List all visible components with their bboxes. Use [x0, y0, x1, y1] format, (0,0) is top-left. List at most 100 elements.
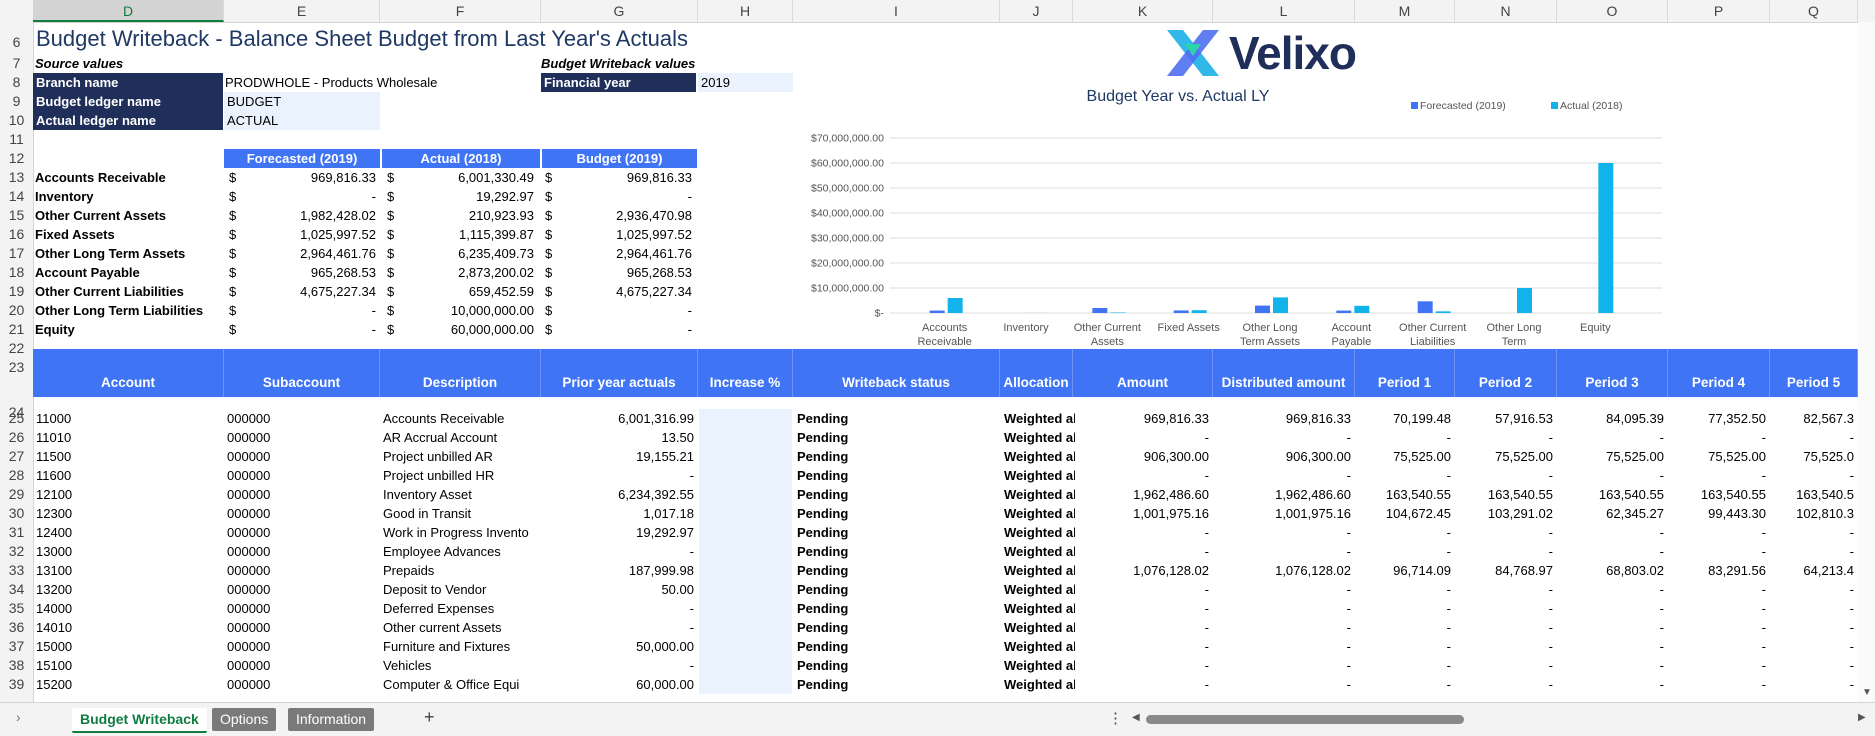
table-cell-3[interactable]: 60,000.00	[543, 675, 698, 694]
table-cell-1[interactable]: 000000	[227, 656, 381, 675]
table-cell-0[interactable]: 15000	[36, 637, 225, 656]
table-cell-11[interactable]: -	[1559, 656, 1668, 675]
table-cell-5[interactable]: Pending	[797, 599, 1002, 618]
bar-1-8[interactable]	[1598, 163, 1613, 313]
table-cell-6[interactable]: Weighted allocation	[1004, 618, 1075, 637]
table-cell-10[interactable]: -	[1457, 580, 1557, 599]
row-header-20[interactable]: 20	[0, 301, 33, 320]
column-header-I[interactable]: I	[793, 0, 1000, 22]
table-cell-8[interactable]: -	[1215, 656, 1355, 675]
table-cell-9[interactable]: -	[1357, 428, 1455, 447]
table-cell-12[interactable]: -	[1670, 580, 1770, 599]
row-header-7[interactable]: 7	[0, 54, 33, 73]
table-cell-7[interactable]: 1,001,975.16	[1075, 504, 1213, 523]
table-cell-13[interactable]: 64,213.4	[1772, 561, 1858, 580]
actual-ledger-input[interactable]: ACTUAL	[224, 111, 380, 130]
row-header-8[interactable]: 8	[0, 73, 33, 92]
row-header-22[interactable]: 22	[0, 339, 33, 358]
table-cell-6[interactable]: Weighted allocation	[1004, 504, 1075, 523]
table-header-8[interactable]: Distributed amount	[1213, 349, 1355, 397]
table-cell-9[interactable]: -	[1357, 618, 1455, 637]
table-cell-11[interactable]: -	[1559, 428, 1668, 447]
table-cell-10[interactable]: -	[1457, 637, 1557, 656]
row-header-37[interactable]: 37	[0, 637, 33, 656]
table-cell-4[interactable]	[699, 656, 792, 675]
table-cell-10[interactable]: -	[1457, 618, 1557, 637]
table-cell-8[interactable]: 1,001,975.16	[1215, 504, 1355, 523]
row-header-27[interactable]: 27	[0, 447, 33, 466]
table-cell-0[interactable]: 11500	[36, 447, 225, 466]
table-cell-4[interactable]	[699, 466, 792, 485]
table-cell-5[interactable]: Pending	[797, 428, 1002, 447]
table-cell-0[interactable]: 12400	[36, 523, 225, 542]
table-cell-10[interactable]: -	[1457, 599, 1557, 618]
table-cell-1[interactable]: 000000	[227, 580, 381, 599]
table-cell-2[interactable]: Deposit to Vendor	[383, 580, 542, 599]
row-header-14[interactable]: 14	[0, 187, 33, 206]
row-header-29[interactable]: 29	[0, 485, 33, 504]
table-cell-7[interactable]: 969,816.33	[1075, 409, 1213, 428]
table-cell-2[interactable]: Project unbilled AR	[383, 447, 542, 466]
table-cell-8[interactable]: -	[1215, 466, 1355, 485]
table-cell-12[interactable]: 83,291.56	[1670, 561, 1770, 580]
table-header-3[interactable]: Prior year actuals	[541, 349, 698, 397]
table-cell-12[interactable]: 99,443.30	[1670, 504, 1770, 523]
row-header-10[interactable]: 10	[0, 111, 33, 130]
column-header-Q[interactable]: Q	[1770, 0, 1858, 22]
row-header-28[interactable]: 28	[0, 466, 33, 485]
table-cell-11[interactable]: -	[1559, 542, 1668, 561]
table-cell-1[interactable]: 000000	[227, 428, 381, 447]
table-cell-8[interactable]: -	[1215, 428, 1355, 447]
table-cell-0[interactable]: 12100	[36, 485, 225, 504]
table-cell-5[interactable]: Pending	[797, 637, 1002, 656]
column-header-F[interactable]: F	[380, 0, 541, 22]
table-cell-5[interactable]: Pending	[797, 580, 1002, 599]
row-header-18[interactable]: 18	[0, 263, 33, 282]
scroll-right-arrow[interactable]: ▶	[1858, 712, 1866, 723]
table-cell-12[interactable]: 77,352.50	[1670, 409, 1770, 428]
table-cell-12[interactable]: -	[1670, 542, 1770, 561]
table-cell-11[interactable]: -	[1559, 523, 1668, 542]
table-cell-4[interactable]	[699, 561, 792, 580]
table-cell-2[interactable]: Vehicles	[383, 656, 542, 675]
table-cell-2[interactable]: Employee Advances	[383, 542, 542, 561]
vertical-scrollbar[interactable]: ▼	[1858, 22, 1875, 702]
table-cell-8[interactable]: -	[1215, 580, 1355, 599]
table-cell-3[interactable]: 6,001,316.99	[543, 409, 698, 428]
table-cell-2[interactable]: Furniture and Fixtures	[383, 637, 542, 656]
table-cell-3[interactable]: 1,017.18	[543, 504, 698, 523]
table-cell-8[interactable]: -	[1215, 675, 1355, 694]
table-cell-11[interactable]: -	[1559, 637, 1668, 656]
table-header-12[interactable]: Period 4	[1668, 349, 1770, 397]
table-cell-1[interactable]: 000000	[227, 504, 381, 523]
bar-0-6[interactable]	[1418, 301, 1433, 313]
table-cell-4[interactable]	[699, 485, 792, 504]
table-cell-12[interactable]: -	[1670, 637, 1770, 656]
table-cell-7[interactable]: -	[1075, 618, 1213, 637]
row-header-21[interactable]: 21	[0, 320, 33, 339]
table-header-4[interactable]: Increase %	[698, 349, 793, 397]
table-cell-7[interactable]: -	[1075, 580, 1213, 599]
table-cell-12[interactable]: -	[1670, 675, 1770, 694]
column-header-J[interactable]: J	[1000, 0, 1073, 22]
table-cell-12[interactable]: -	[1670, 656, 1770, 675]
table-cell-12[interactable]: -	[1670, 466, 1770, 485]
bar-0-2[interactable]	[1092, 308, 1107, 313]
table-header-11[interactable]: Period 3	[1557, 349, 1668, 397]
table-cell-10[interactable]: -	[1457, 542, 1557, 561]
table-cell-9[interactable]: -	[1357, 542, 1455, 561]
table-cell-11[interactable]: -	[1559, 466, 1668, 485]
row-header-12[interactable]: 12	[0, 149, 33, 168]
row-header-23[interactable]: 23	[0, 358, 33, 377]
table-cell-6[interactable]: Weighted allocation	[1004, 447, 1075, 466]
table-cell-11[interactable]: 75,525.00	[1559, 447, 1668, 466]
table-cell-5[interactable]: Pending	[797, 447, 1002, 466]
row-header-26[interactable]: 26	[0, 428, 33, 447]
table-cell-10[interactable]: -	[1457, 675, 1557, 694]
table-cell-12[interactable]: 163,540.55	[1670, 485, 1770, 504]
table-cell-6[interactable]: Weighted allocation	[1004, 599, 1075, 618]
bar-0-4[interactable]	[1255, 306, 1270, 313]
table-cell-9[interactable]: -	[1357, 637, 1455, 656]
table-cell-12[interactable]: -	[1670, 523, 1770, 542]
